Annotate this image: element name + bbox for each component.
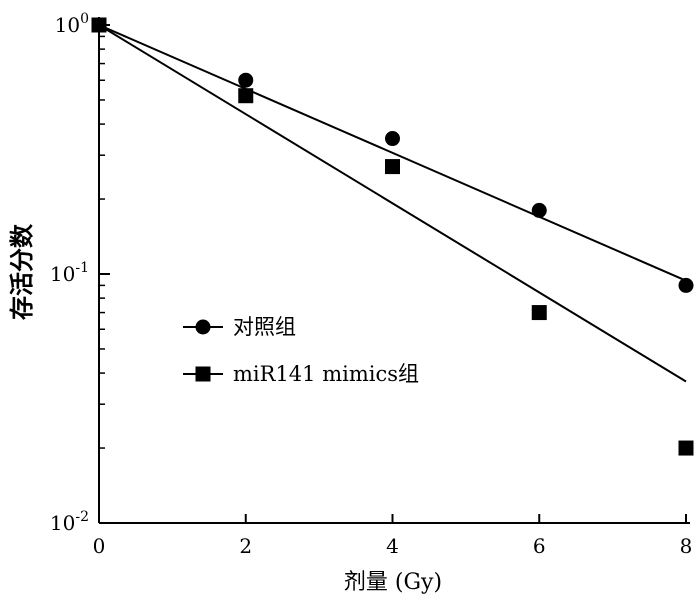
point-square bbox=[385, 159, 400, 175]
fit-lines bbox=[98, 24, 687, 383]
legend-marker-circle bbox=[195, 319, 211, 335]
point-circle bbox=[678, 277, 694, 293]
axes: 0 2 4 6 8 100 10-1 10-2 bbox=[50, 11, 692, 558]
y-tick-label: 10-2 bbox=[50, 509, 89, 535]
y-axis-title: 存活分数 bbox=[8, 223, 36, 320]
x-tick-label: 0 bbox=[93, 534, 106, 558]
x-axis-title: 剂量 (Gy) bbox=[344, 570, 442, 595]
legend-label: 对照组 bbox=[233, 315, 296, 339]
fit-line-series-1 bbox=[98, 24, 687, 282]
legend-marker-square bbox=[195, 366, 211, 382]
legend: 对照组 miR141 mimics组 bbox=[183, 315, 419, 386]
x-tick-label: 6 bbox=[533, 534, 546, 558]
point-circle bbox=[385, 131, 400, 147]
point-circle bbox=[531, 202, 547, 218]
x-tick-label: 4 bbox=[386, 534, 399, 558]
x-tick-label: 8 bbox=[680, 534, 693, 558]
y-tick-label: 100 bbox=[55, 11, 89, 37]
x-tick-label: 2 bbox=[239, 534, 252, 558]
point-circle bbox=[238, 72, 254, 88]
point-square bbox=[238, 88, 254, 104]
y-tick-label: 10-1 bbox=[50, 260, 89, 286]
point-square bbox=[531, 305, 547, 321]
legend-label: miR141 mimics组 bbox=[233, 362, 419, 386]
data-points bbox=[91, 17, 694, 456]
fit-line-series-2 bbox=[98, 24, 687, 383]
point-square bbox=[678, 440, 694, 456]
point-square bbox=[91, 17, 107, 33]
